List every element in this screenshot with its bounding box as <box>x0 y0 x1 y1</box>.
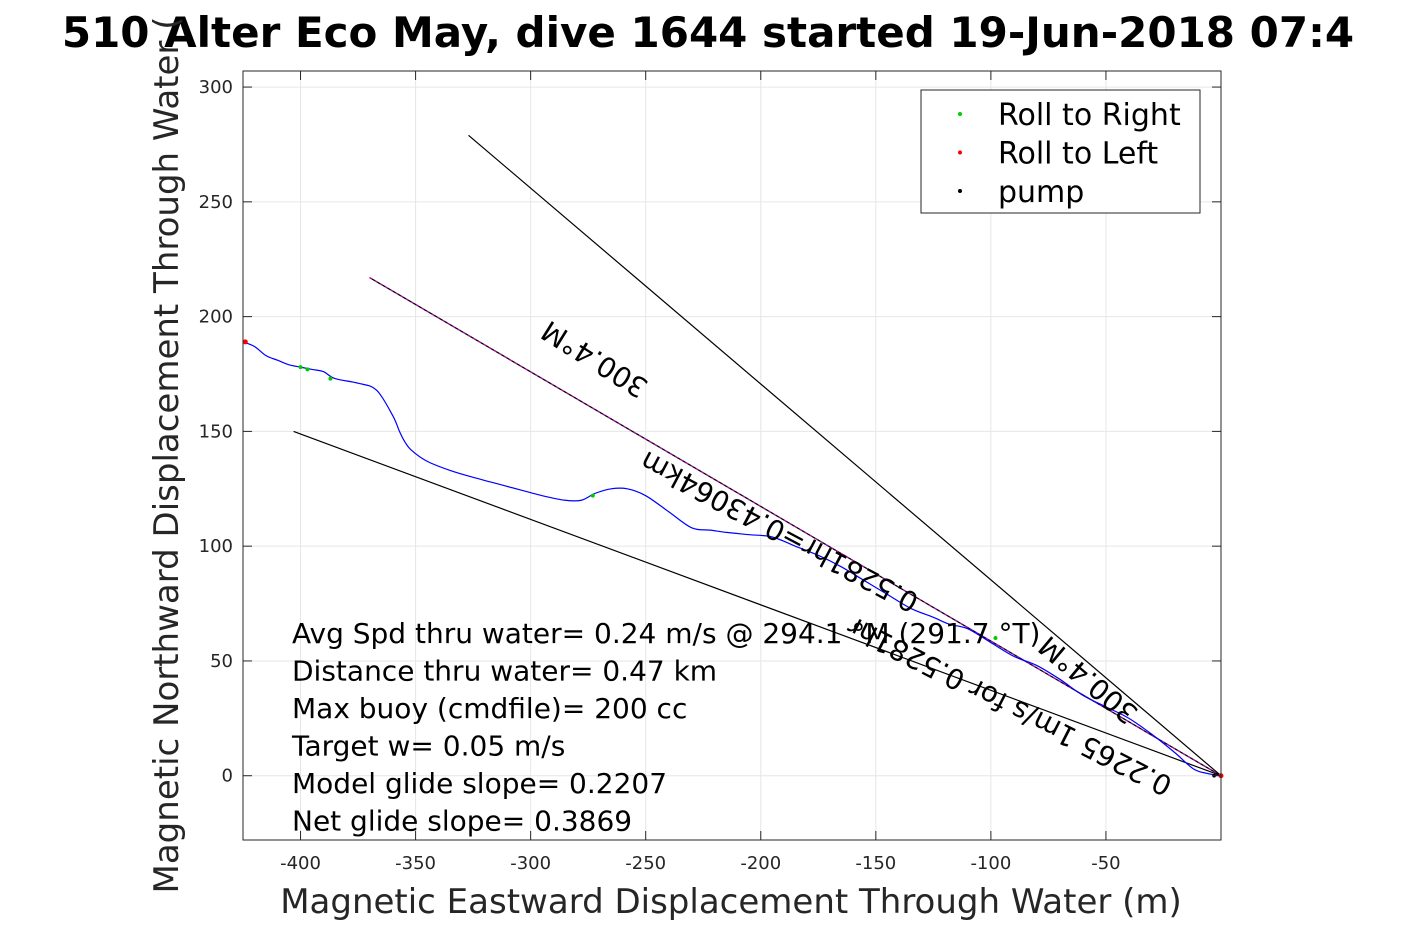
legend-entry: pump <box>998 175 1084 210</box>
y-tick-label: 250 <box>199 192 233 213</box>
roll-right-point <box>305 367 310 372</box>
roll-left-point <box>242 339 248 345</box>
line-label: 0.5281hr=0.43064km <box>635 444 924 619</box>
annotation-line: Target w= 0.05 m/s <box>291 730 565 763</box>
legend-entry: Roll to Right <box>998 98 1181 133</box>
roll-right-point <box>590 493 595 498</box>
annotation-block: Avg Spd thru water= 0.24 m/s @ 294.1 °M … <box>291 617 1040 838</box>
roll-right-point <box>993 635 998 640</box>
legend-marker <box>958 150 962 155</box>
x-tick-label: -50 <box>1091 853 1120 874</box>
guide-upper-line <box>468 134 1222 777</box>
x-tick-label: -400 <box>280 853 321 874</box>
y-tick-label: 150 <box>199 421 233 442</box>
legend-marker <box>958 189 962 193</box>
guide-lower-line <box>293 430 1222 777</box>
roll-right-point <box>328 376 333 381</box>
x-tick-label: -250 <box>625 853 666 874</box>
annotation-line: Distance thru water= 0.47 km <box>292 655 717 688</box>
x-tick-label: -300 <box>510 853 551 874</box>
legend-box <box>920 89 1201 214</box>
annotation-line: Avg Spd thru water= 0.24 m/s @ 294.1 °M … <box>292 617 1040 650</box>
annotation-line: Net glide slope= 0.3869 <box>292 805 632 838</box>
x-tick-label: -150 <box>855 853 896 874</box>
y-tick-label: 50 <box>210 651 233 672</box>
annotation-line: Model glide slope= 0.2207 <box>292 767 667 800</box>
track-path <box>242 341 1222 777</box>
track-line <box>242 341 1222 777</box>
legend-marker <box>958 112 962 116</box>
legend-entry: Roll to Left <box>998 137 1158 172</box>
y-tick-label: 200 <box>199 307 233 328</box>
x-axis-label: Magnetic Eastward Displacement Through W… <box>280 882 1182 922</box>
y-tick-label: 100 <box>199 536 233 557</box>
annotation-line: Max buoy (cmdfile)= 200 cc <box>292 692 687 725</box>
chart-title: 510 Alter Eco May, dive 1644 started 19-… <box>62 8 1354 57</box>
line-label: 300.4°M <box>536 314 654 405</box>
x-tick-label: -200 <box>740 853 781 874</box>
x-tick-label: -100 <box>970 853 1011 874</box>
axes-box <box>242 70 1222 841</box>
y-axis-label: Magnetic Northward Displacement Through … <box>147 17 187 894</box>
y-tick-label: 300 <box>199 77 233 98</box>
axis-ticks: -400 -350 -300 -250 -200 -150 -100 -50 0 50 100 150… <box>199 71 1221 874</box>
x-tick-label: -350 <box>395 853 436 874</box>
y-tick-label: 0 <box>222 766 233 787</box>
roll-right-point <box>298 365 303 370</box>
